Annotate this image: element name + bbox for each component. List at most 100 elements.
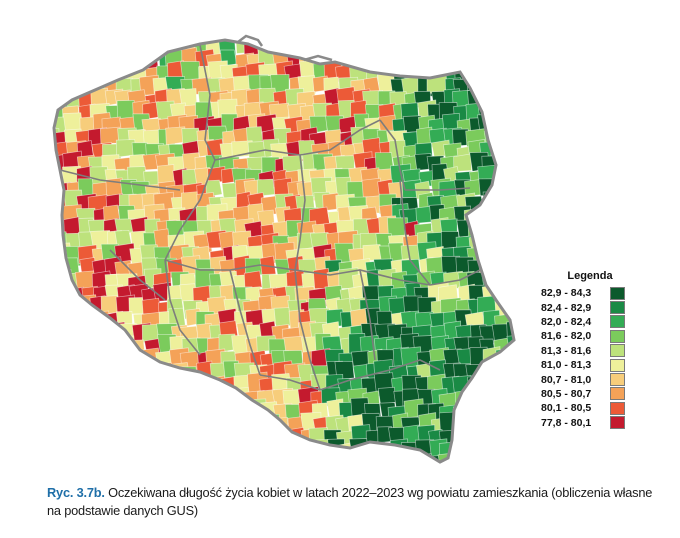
county-cell bbox=[496, 115, 514, 136]
county-cell bbox=[403, 41, 424, 59]
county-cell bbox=[490, 365, 512, 384]
county-cell bbox=[54, 296, 60, 315]
county-cell bbox=[116, 349, 139, 372]
county-cell bbox=[88, 388, 106, 407]
county-cell bbox=[54, 298, 67, 319]
county-cell bbox=[100, 337, 120, 359]
county-cell bbox=[364, 40, 383, 46]
county-cell bbox=[257, 441, 280, 462]
county-cell bbox=[209, 414, 228, 434]
county-cell bbox=[491, 105, 509, 123]
county-cell bbox=[101, 52, 120, 72]
county-cell bbox=[90, 40, 109, 56]
county-cell bbox=[287, 455, 307, 462]
county-cell bbox=[508, 91, 514, 109]
county-cell bbox=[248, 454, 270, 462]
county-cell bbox=[481, 427, 502, 449]
county-cell bbox=[100, 40, 120, 41]
county-cell bbox=[457, 412, 475, 434]
county-cell bbox=[54, 417, 58, 437]
county-cell bbox=[184, 399, 204, 421]
county-cell bbox=[495, 347, 513, 369]
county-cell bbox=[155, 374, 177, 393]
county-cell bbox=[54, 327, 74, 345]
county-cell bbox=[404, 40, 425, 42]
county-cell bbox=[442, 40, 464, 43]
county-cell bbox=[101, 440, 121, 459]
county-cell bbox=[247, 141, 266, 158]
legend-rows: 82,9 - 84,3 82,4 - 82,9 82,0 - 82,4 81,6 - … bbox=[541, 286, 631, 430]
county-cell bbox=[67, 401, 86, 419]
county-cell bbox=[165, 375, 186, 395]
county-cell bbox=[118, 400, 138, 420]
county-cell bbox=[183, 386, 202, 408]
county-cell bbox=[54, 272, 60, 293]
county-cell bbox=[508, 387, 514, 406]
county-cell bbox=[249, 429, 268, 450]
county-cell bbox=[271, 455, 293, 462]
county-cell bbox=[128, 398, 146, 419]
county-cell bbox=[54, 334, 72, 355]
county-cell bbox=[195, 390, 215, 408]
county-cell bbox=[105, 364, 125, 384]
county-cell bbox=[360, 49, 381, 69]
county-cell bbox=[197, 456, 217, 462]
county-cell bbox=[155, 452, 173, 462]
county-cell bbox=[314, 455, 334, 462]
county-cell bbox=[377, 40, 399, 43]
county-cell bbox=[54, 351, 55, 371]
county-cell bbox=[428, 49, 451, 68]
county-cell bbox=[506, 157, 514, 175]
county-cell bbox=[114, 363, 133, 385]
map-legend: Legenda 82,9 - 84,3 82,4 - 82,9 82,0 - 82,… bbox=[541, 270, 631, 430]
county-cell bbox=[63, 337, 83, 357]
county-cell bbox=[54, 376, 55, 395]
county-cell bbox=[492, 86, 512, 108]
county-cell bbox=[88, 63, 107, 85]
county-cell bbox=[231, 416, 253, 435]
legend-swatch bbox=[610, 373, 625, 387]
county-cell bbox=[126, 339, 146, 358]
county-cell bbox=[377, 386, 397, 406]
county-cell bbox=[140, 40, 159, 43]
county-cell bbox=[506, 456, 514, 462]
county-cell bbox=[494, 76, 514, 96]
county-cell bbox=[483, 80, 503, 98]
county-cell bbox=[453, 437, 472, 458]
county-cell bbox=[308, 40, 330, 43]
county-cell bbox=[492, 377, 513, 397]
county-cell bbox=[347, 452, 369, 462]
county-cell bbox=[88, 53, 109, 73]
county-cell bbox=[494, 218, 513, 238]
county-cell bbox=[453, 40, 475, 58]
county-cell bbox=[477, 244, 498, 266]
county-cell bbox=[54, 170, 57, 190]
county-cell bbox=[505, 273, 514, 294]
county-cell bbox=[54, 257, 55, 275]
county-cell bbox=[507, 40, 514, 41]
county-cell bbox=[64, 323, 85, 346]
county-cell bbox=[102, 427, 121, 447]
county-cell bbox=[54, 50, 58, 70]
legend-title: Legenda bbox=[567, 270, 613, 282]
county-cell bbox=[464, 412, 484, 433]
county-cell bbox=[87, 399, 109, 421]
county-cell bbox=[481, 402, 500, 422]
county-cell bbox=[139, 376, 161, 395]
county-cell bbox=[61, 415, 81, 434]
county-cell bbox=[508, 280, 514, 303]
county-cell bbox=[54, 177, 59, 200]
county-cell bbox=[54, 312, 67, 332]
county-cell bbox=[492, 40, 513, 42]
county-cell bbox=[191, 376, 213, 398]
county-cell bbox=[182, 40, 204, 42]
county-cell bbox=[54, 62, 59, 82]
county-cell bbox=[273, 440, 293, 460]
hel-peninsula-line bbox=[237, 34, 264, 47]
county-cell bbox=[54, 40, 68, 59]
county-cell bbox=[79, 323, 99, 345]
county-cell bbox=[54, 93, 59, 111]
choropleth-map bbox=[52, 34, 516, 464]
county-cell bbox=[453, 153, 472, 172]
legend-row: 82,4 - 82,9 bbox=[541, 300, 631, 315]
